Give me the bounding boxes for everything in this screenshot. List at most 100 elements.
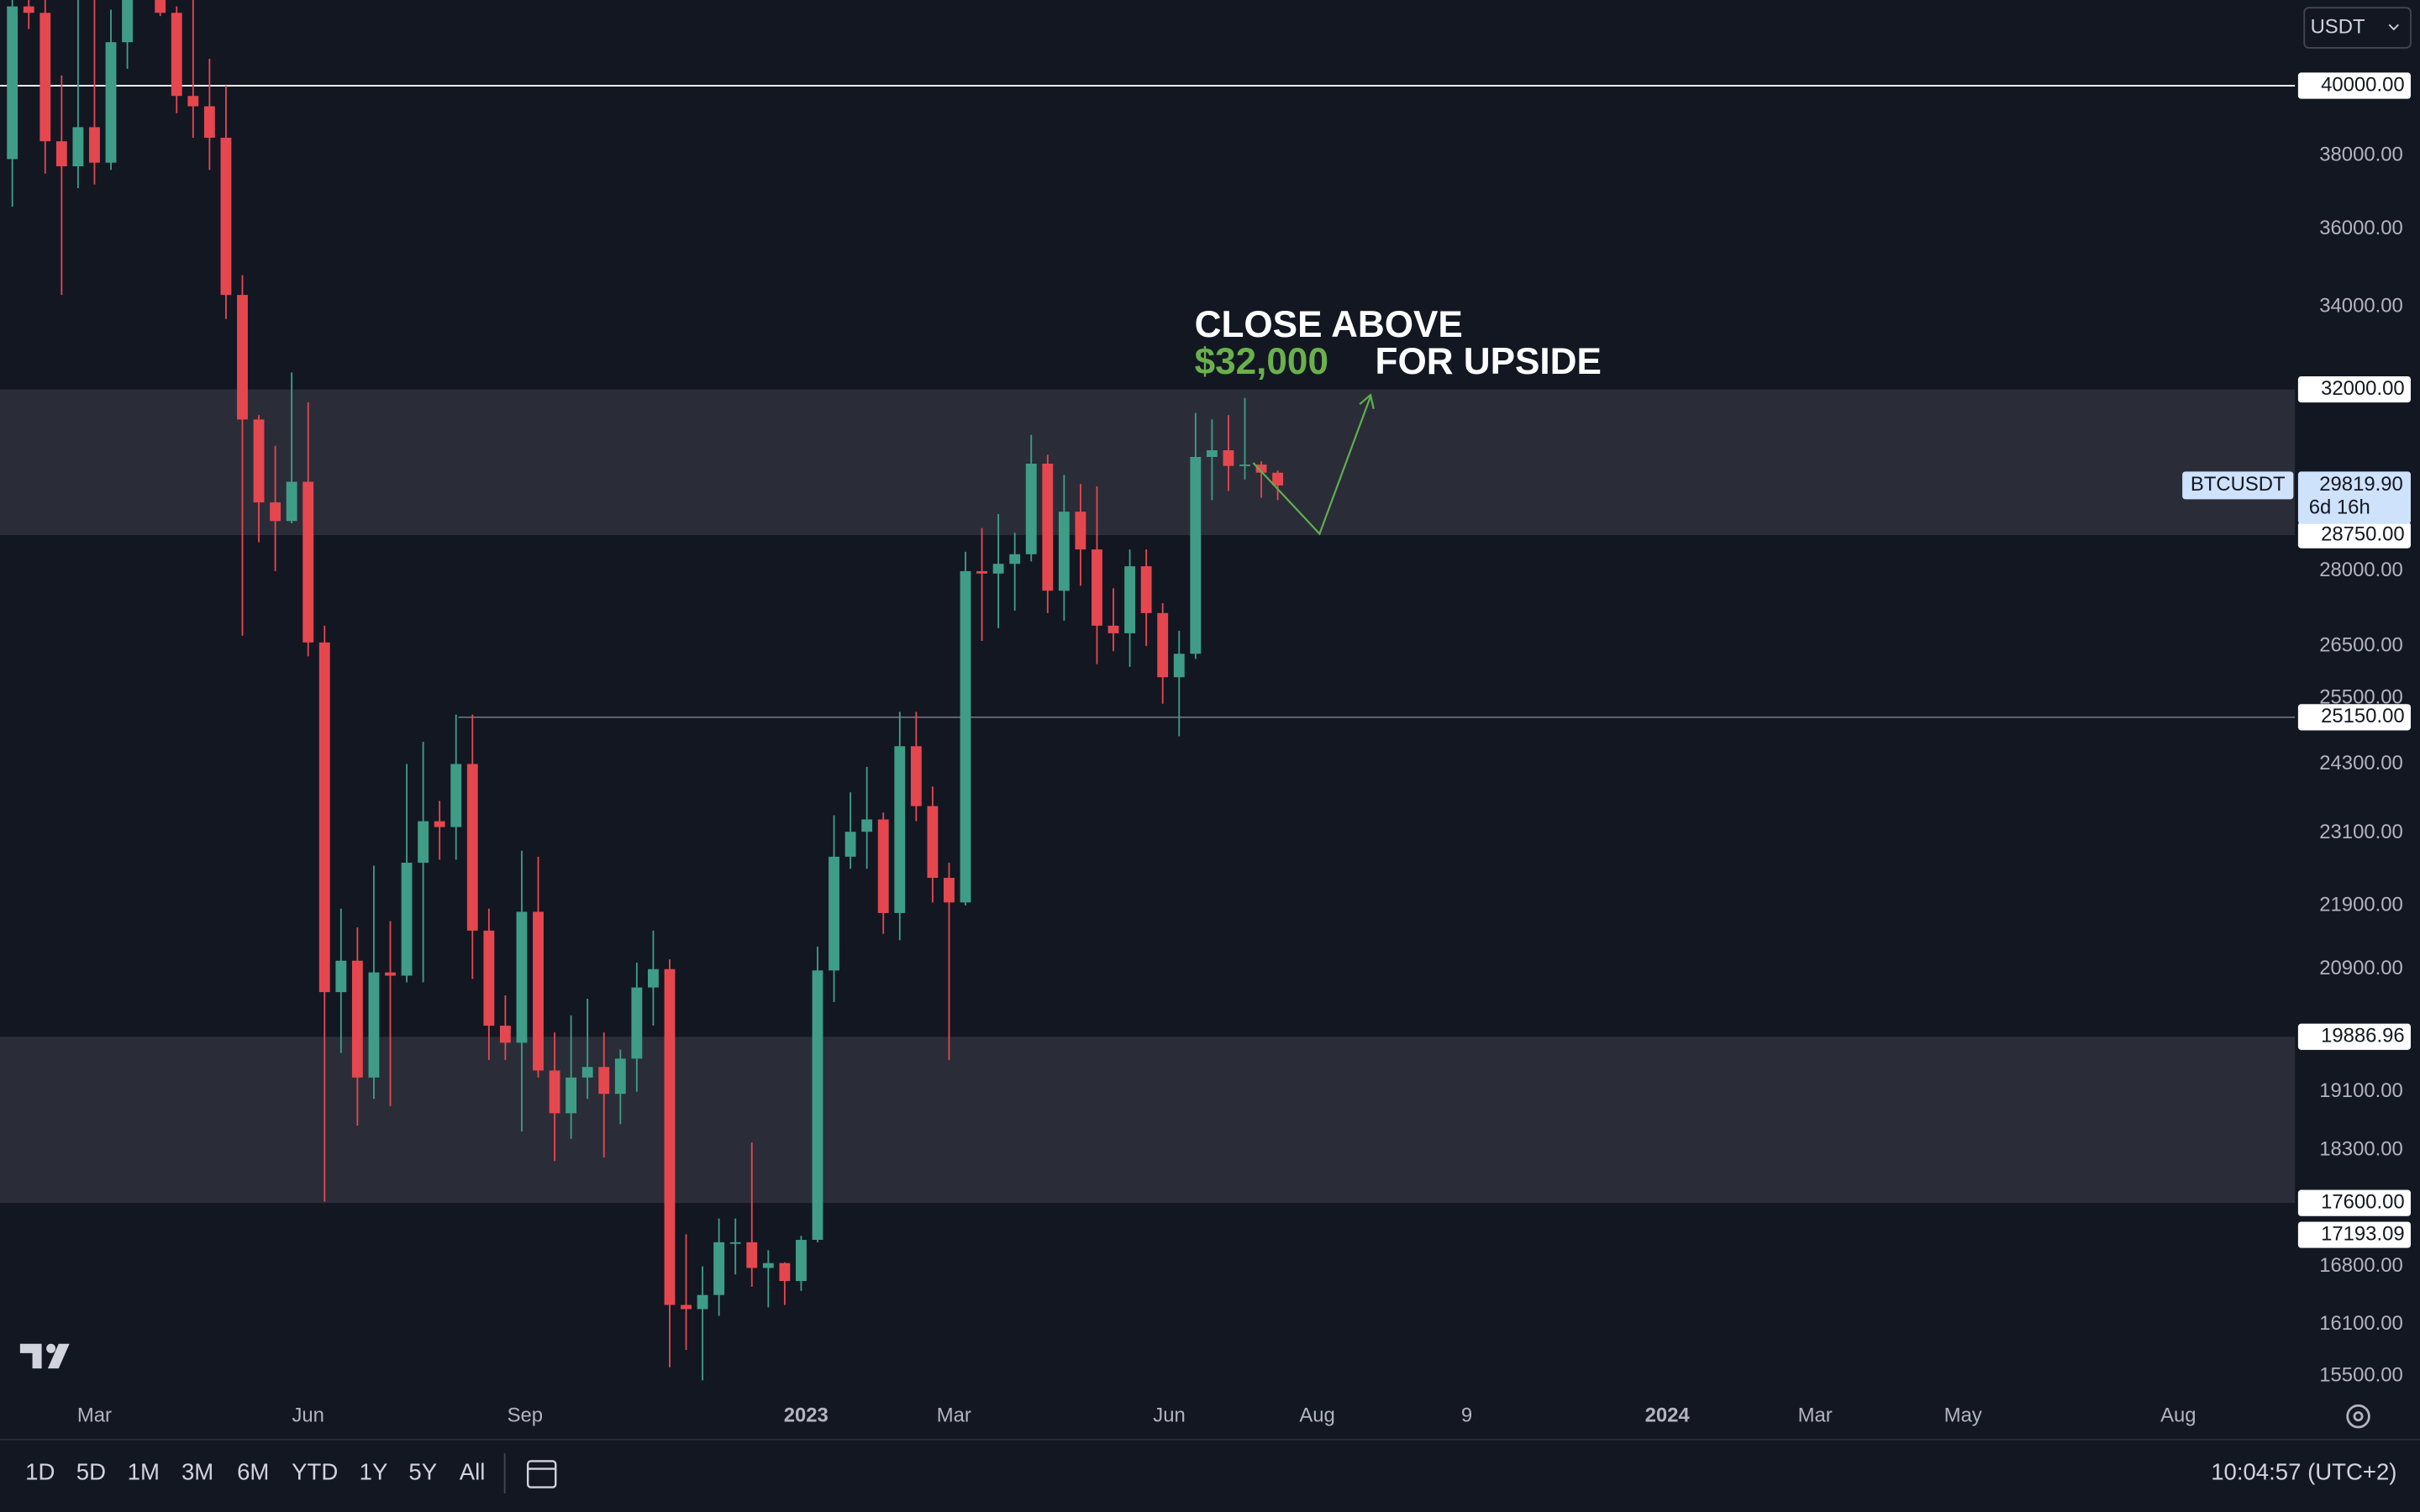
- candle-body: [746, 1242, 758, 1268]
- price-label-box: [2297, 1023, 2411, 1050]
- candle-body: [499, 1026, 511, 1043]
- candle-body: [418, 821, 429, 864]
- candle-body: [844, 832, 856, 857]
- x-tick-label: 2024: [1645, 1404, 1691, 1426]
- calendar-icon[interactable]: [526, 1460, 557, 1488]
- countdown: 6d 16h: [2309, 496, 2370, 519]
- symbol-box: [2182, 471, 2294, 500]
- y-tick-label: 19100.00: [2319, 1079, 2403, 1102]
- clock[interactable]: 10:04:57 (UTC+2): [2211, 1458, 2396, 1484]
- candle-body: [944, 878, 955, 903]
- candle-body: [187, 96, 199, 107]
- range-button[interactable]: 5D: [76, 1458, 106, 1484]
- candle-body: [1009, 554, 1021, 564]
- price-label-box: [2297, 1189, 2411, 1216]
- last-price: 29819.90: [2319, 473, 2403, 496]
- candle-body: [351, 960, 363, 1078]
- range-button[interactable]: All: [460, 1458, 486, 1484]
- candle-body: [598, 1067, 610, 1095]
- currency-dropdown[interactable]: USDT: [2303, 7, 2412, 49]
- y-tick-label: 36000.00: [2319, 217, 2403, 239]
- candle-body: [992, 564, 1004, 574]
- y-tick-label: 15500.00: [2319, 1363, 2403, 1386]
- candle-body: [1075, 512, 1086, 550]
- x-tick-label: Jun: [1153, 1404, 1185, 1426]
- price-label: 40000.00: [2321, 73, 2405, 96]
- price-label-box: [2297, 375, 2411, 403]
- projection-arrow: [1252, 393, 1375, 536]
- candle-body: [122, 0, 134, 43]
- logo-slash: [47, 1343, 70, 1369]
- candle-body: [779, 1263, 791, 1281]
- gear-inner[interactable]: [2353, 1411, 2364, 1422]
- candle-body: [302, 481, 314, 643]
- settings-icon[interactable]: [2346, 1404, 2370, 1429]
- arrow-path: [1252, 396, 1372, 536]
- x-tick-label: Mar: [937, 1404, 971, 1426]
- candle-body: [155, 0, 166, 13]
- candle-body: [681, 1305, 692, 1310]
- goto-date-button[interactable]: [526, 1460, 557, 1488]
- candle-body: [1223, 450, 1234, 466]
- x-tick-label: Mar: [1798, 1404, 1833, 1426]
- x-tick-label: Aug: [2160, 1404, 2196, 1426]
- candle-body: [105, 42, 117, 163]
- candle-body: [89, 127, 100, 163]
- candle-body: [1025, 464, 1037, 554]
- candle-body: [631, 987, 643, 1059]
- candle-body: [203, 106, 215, 138]
- range-button[interactable]: 1Y: [360, 1458, 388, 1484]
- price-label: 17600.00: [2321, 1190, 2405, 1213]
- y-tick-label: 16100.00: [2319, 1312, 2403, 1335]
- chevron: [2388, 24, 2399, 31]
- range-button[interactable]: 1M: [128, 1458, 160, 1484]
- currency-label[interactable]: USDT: [2311, 15, 2365, 38]
- y-tick-label: 26500.00: [2319, 633, 2403, 656]
- y-tick-label: 20900.00: [2319, 957, 2403, 979]
- price-label: 32000.00: [2321, 377, 2405, 400]
- candle-body: [385, 972, 396, 976]
- candle-body: [812, 970, 823, 1241]
- y-tick-label: 34000.00: [2319, 295, 2403, 318]
- y-tick-label: 24300.00: [2319, 752, 2403, 774]
- candle-body: [1107, 625, 1119, 633]
- logo-t: [19, 1343, 42, 1369]
- candle-body: [1239, 465, 1250, 466]
- candle-body: [894, 746, 906, 913]
- candle-body: [220, 137, 232, 296]
- x-tick-label: Jun: [292, 1404, 324, 1426]
- y-tick-label: 21900.00: [2319, 893, 2403, 916]
- range-button[interactable]: YTD: [292, 1458, 338, 1484]
- price-label: 17193.09: [2321, 1222, 2405, 1245]
- candle-body: [368, 972, 380, 1078]
- last-price-box: [2297, 471, 2411, 524]
- candle-body: [23, 6, 34, 13]
- candle-body: [581, 1067, 593, 1078]
- candle-body: [1140, 566, 1152, 613]
- price-label-box: [2297, 704, 2411, 731]
- candles: [7, 0, 1284, 1381]
- candle-body: [483, 930, 495, 1026]
- price-axis: 38000.00 36000.00 34000.00 28000.00 26500.00…: [2182, 72, 2411, 1386]
- logo: [19, 1343, 70, 1369]
- candle-body: [1157, 612, 1169, 678]
- candle-body: [1124, 566, 1136, 633]
- candle-body: [286, 481, 297, 522]
- dropdown-box[interactable]: [2303, 7, 2412, 49]
- candle-body: [171, 13, 182, 97]
- price-label-box: [2297, 72, 2411, 99]
- candle-body: [729, 1242, 741, 1244]
- range-button[interactable]: 1D: [25, 1458, 55, 1484]
- candle-body: [762, 1263, 774, 1268]
- candle-body: [533, 911, 544, 1071]
- range-button[interactable]: 6M: [237, 1458, 269, 1484]
- zones: [0, 389, 2296, 1204]
- gear-outer[interactable]: [2346, 1404, 2370, 1429]
- range-button[interactable]: 5Y: [408, 1458, 437, 1484]
- range-button[interactable]: 3M: [182, 1458, 213, 1484]
- candle-body: [401, 863, 413, 976]
- x-tick-label: Mar: [77, 1404, 112, 1426]
